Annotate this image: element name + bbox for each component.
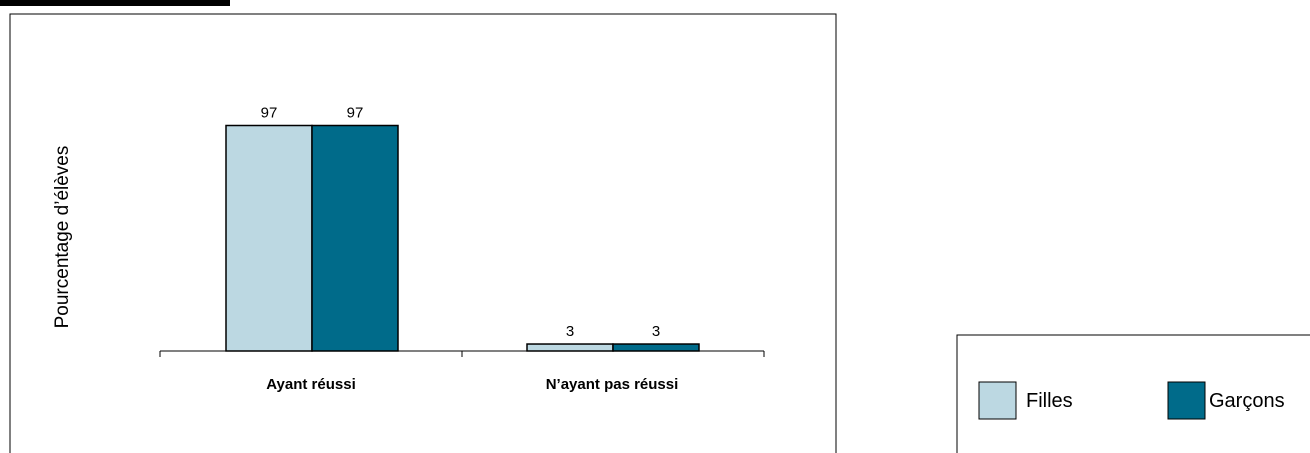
bar-garcons-1 [612, 343, 700, 352]
bar-filles-0 [225, 124, 313, 352]
bar-filles-1 [526, 343, 614, 352]
clipped-title-fragment [0, 0, 230, 6]
data-label-filles-0: 97 [261, 105, 278, 122]
legend-swatch-garcons [1167, 381, 1206, 420]
data-label-filles-1: 3 [566, 323, 574, 340]
legend-frame [956, 334, 1310, 453]
bars-layer: 97 97 3 3 [225, 105, 700, 352]
legend: Filles Garçons [956, 334, 1310, 453]
x-tick-label-ayant-reussi: Ayant réussi [266, 376, 355, 393]
y-axis-title: Pourcentage d’élèves [52, 146, 73, 329]
data-label-garcons-0: 97 [347, 105, 364, 122]
legend-label-garcons: Garçons [1209, 390, 1285, 412]
plot-frame [9, 13, 837, 453]
x-tick-label-nayant-pas-reussi: N’ayant pas réussi [546, 376, 679, 393]
bar-garcons-0 [311, 124, 399, 352]
data-label-garcons-1: 3 [652, 323, 660, 340]
legend-label-filles: Filles [1026, 390, 1073, 412]
legend-swatch-filles [978, 381, 1017, 420]
